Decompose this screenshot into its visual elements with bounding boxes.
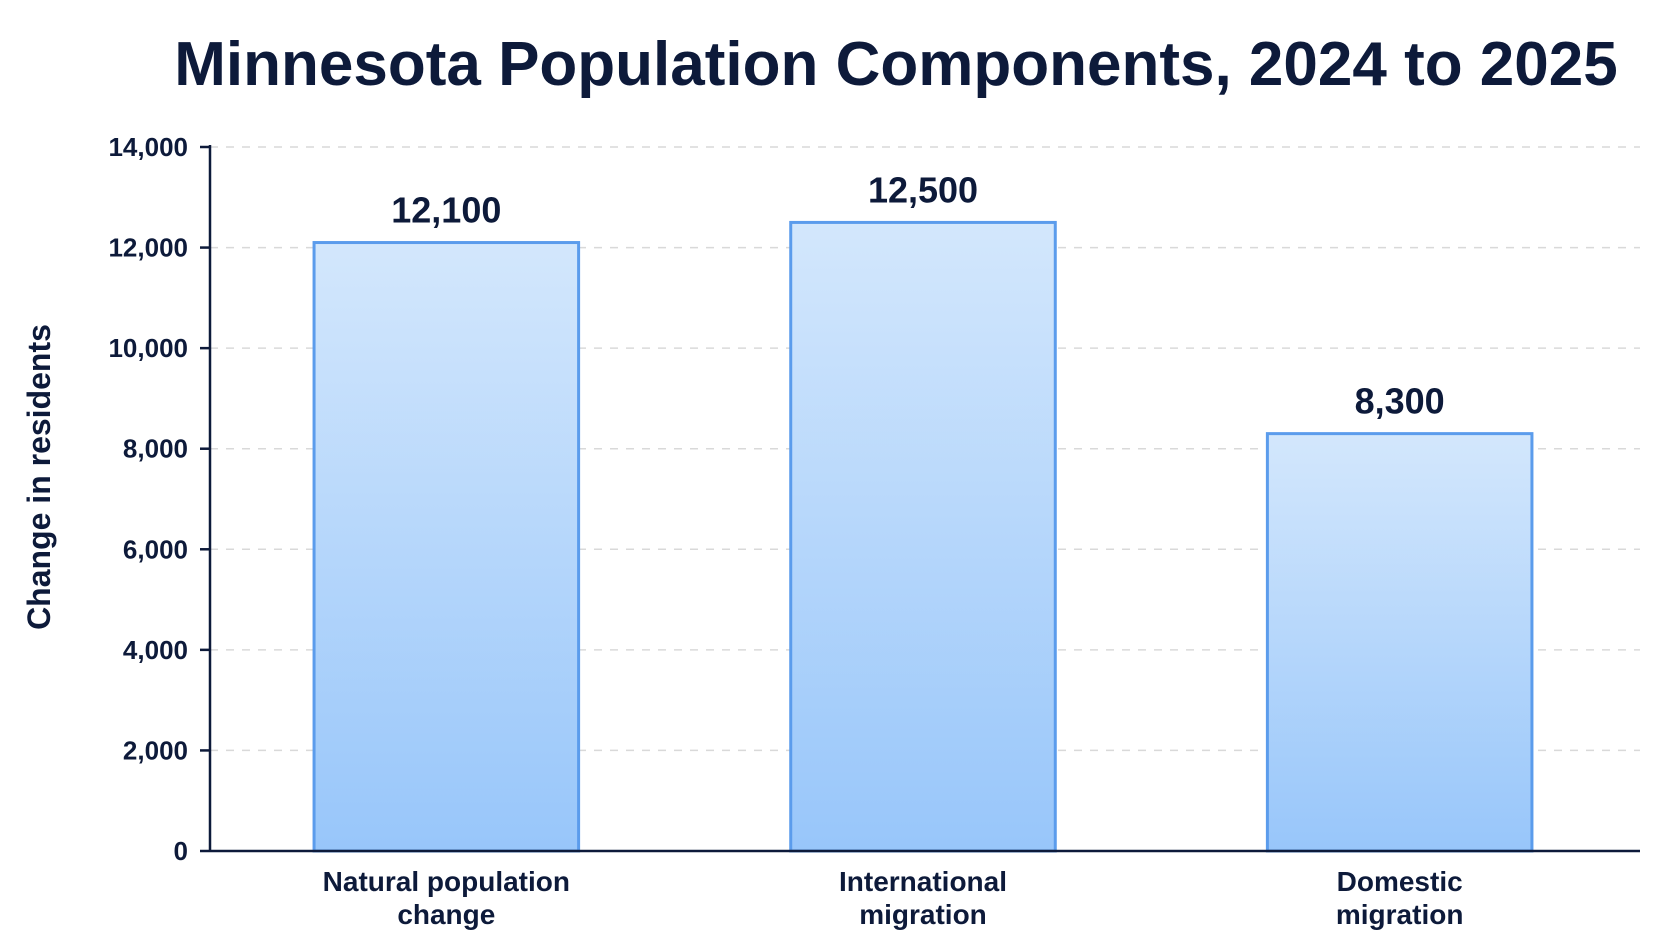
- bar: [789, 220, 1057, 853]
- x-tick-label: Natural population: [323, 866, 570, 897]
- y-tick-label: 8,000: [123, 434, 188, 464]
- bar: [312, 241, 581, 853]
- x-tick-label: International: [839, 866, 1007, 897]
- value-labels: 12,100 12,500 8,300: [391, 169, 1444, 421]
- x-axis-ticks: Natural populationchangeInternationalmig…: [323, 866, 1464, 930]
- y-tick-label: 12,000: [108, 233, 188, 263]
- bars: [312, 220, 1534, 853]
- y-axis-title: Change in residents: [21, 324, 57, 630]
- bar: [1265, 432, 1534, 853]
- y-tick-label: 2,000: [123, 735, 188, 765]
- y-tick-label: 10,000: [108, 333, 188, 363]
- y-tick-label: 6,000: [123, 534, 188, 564]
- value-label: 12,100: [391, 190, 501, 231]
- x-tick-label: change: [397, 899, 495, 930]
- y-axis-ticks: 0 2,000 4,000 6,000 8,000 10,000 12,000 14,000: [108, 132, 210, 866]
- chart-title: Minnesota Population Components, 2024 to…: [174, 30, 1617, 99]
- y-tick-label: 14,000: [108, 132, 188, 162]
- x-tick-label: Domestic: [1337, 866, 1463, 897]
- x-tick-label: migration: [859, 899, 987, 930]
- axes: [208, 145, 1640, 853]
- x-tick-label: migration: [1336, 899, 1464, 930]
- value-label: 8,300: [1355, 381, 1445, 422]
- value-label: 12,500: [868, 169, 978, 210]
- y-tick-label: 4,000: [123, 635, 188, 665]
- y-tick-label: 0: [174, 836, 188, 866]
